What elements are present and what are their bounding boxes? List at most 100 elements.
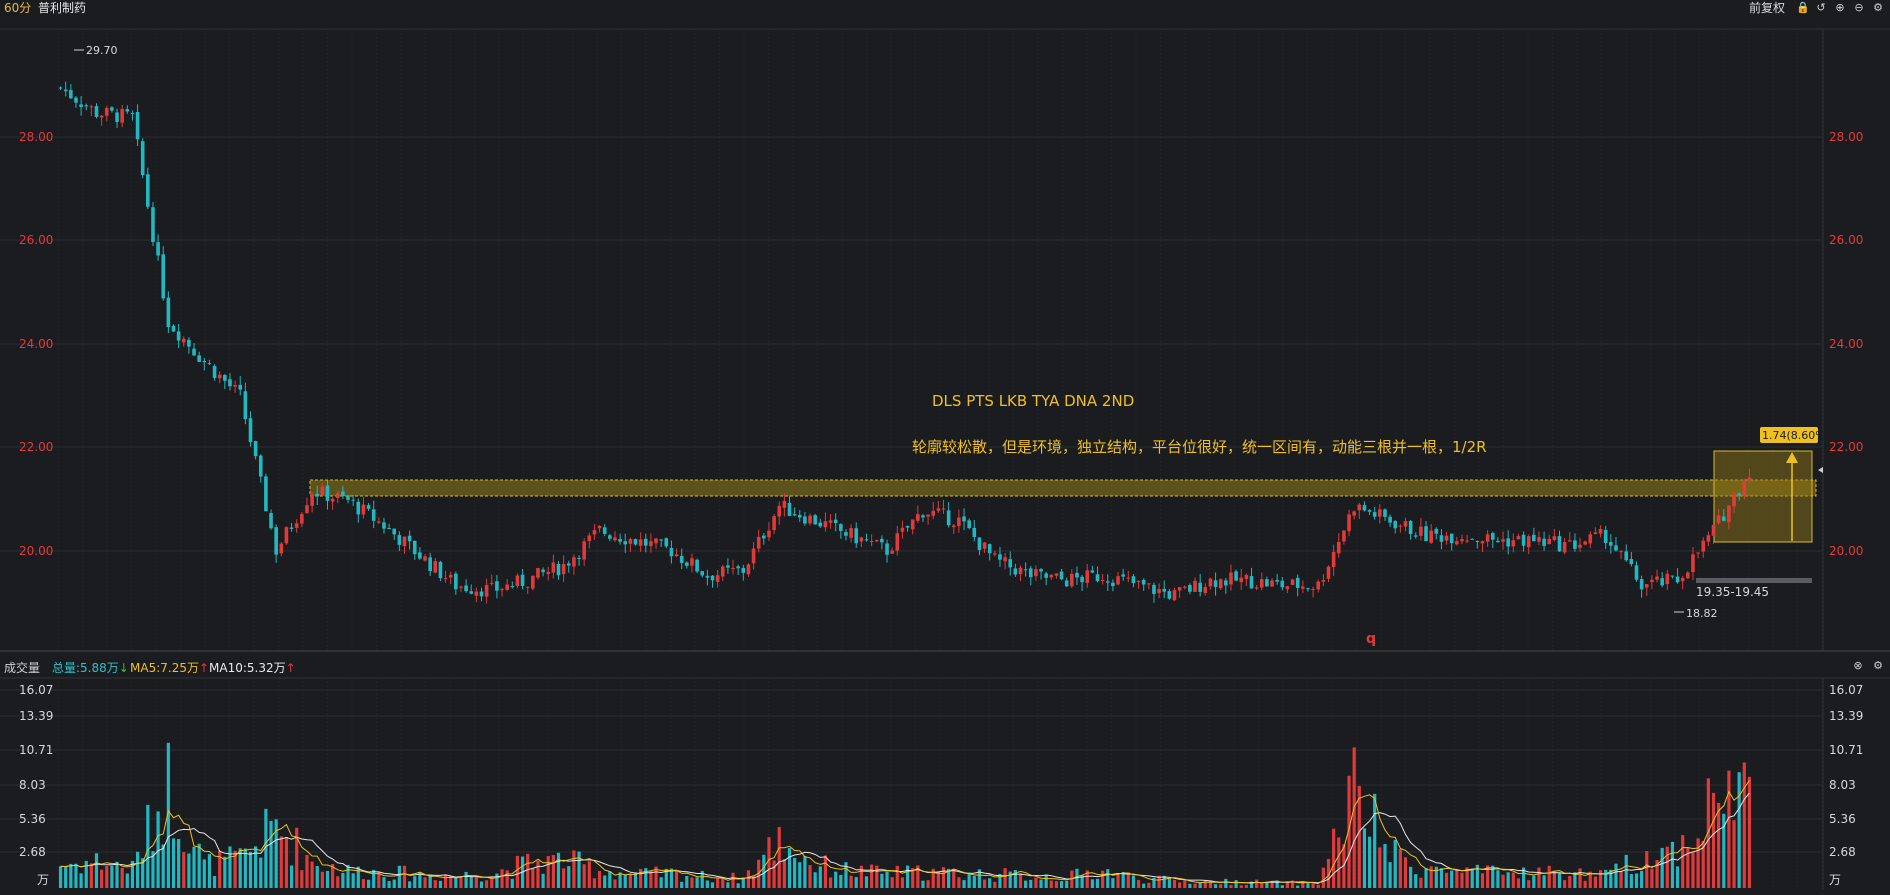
candle-body bbox=[181, 338, 186, 343]
volume-bar bbox=[613, 879, 617, 888]
candle-body bbox=[377, 521, 381, 523]
volume-bar bbox=[454, 876, 458, 888]
gear-icon[interactable]: ⚙ bbox=[1873, 659, 1883, 672]
candle-body bbox=[1552, 536, 1557, 540]
candle-body bbox=[79, 104, 83, 108]
price-tick-left: 20.00 bbox=[19, 544, 53, 558]
candle-body bbox=[1100, 580, 1105, 582]
range-label: 19.35-19.45 bbox=[1696, 585, 1769, 599]
candle-body bbox=[217, 374, 222, 379]
target-zone[interactable] bbox=[1713, 450, 1813, 543]
candle-body bbox=[613, 537, 617, 541]
volume-bar bbox=[223, 856, 227, 888]
volume-bar bbox=[346, 864, 350, 888]
volume-tick-left: 16.07 bbox=[19, 683, 53, 697]
candle-body bbox=[1177, 587, 1182, 591]
volume-bar bbox=[1675, 866, 1680, 888]
volume-bar bbox=[793, 857, 797, 888]
candle-body bbox=[1378, 509, 1382, 517]
candle-body bbox=[561, 564, 566, 575]
volume-bar bbox=[803, 856, 807, 888]
candle-body bbox=[207, 363, 212, 365]
zoom-in-icon[interactable]: ⊕ bbox=[1835, 1, 1845, 14]
candle-body bbox=[946, 510, 951, 526]
candle-body bbox=[1578, 544, 1582, 548]
volume-bar bbox=[1373, 793, 1377, 888]
candle-body bbox=[248, 418, 253, 443]
close-icon[interactable]: ⊗ bbox=[1853, 659, 1863, 672]
volume-bar bbox=[1439, 868, 1444, 888]
candle-body bbox=[1470, 538, 1475, 540]
volume-bar bbox=[1039, 879, 1043, 888]
candle-body bbox=[192, 348, 196, 356]
candle-body bbox=[135, 112, 140, 140]
volume-bar bbox=[870, 864, 874, 888]
period-selector[interactable]: 60分 bbox=[4, 1, 32, 15]
candle-body bbox=[212, 365, 217, 378]
candle-body bbox=[187, 339, 191, 347]
volume-tick-right: 5.36 bbox=[1829, 812, 1856, 826]
volume-bar bbox=[207, 854, 212, 888]
volume-bar bbox=[813, 872, 817, 888]
candle-body bbox=[772, 516, 776, 531]
candle-body bbox=[531, 575, 535, 589]
zoom-out-icon[interactable]: ⊖ bbox=[1854, 1, 1864, 14]
volume-bar bbox=[1383, 844, 1387, 888]
volume-bar bbox=[1013, 870, 1017, 888]
volume-bar bbox=[1332, 828, 1336, 888]
volume-bar bbox=[218, 850, 222, 888]
volume-bar bbox=[151, 851, 155, 888]
volume-bar bbox=[1511, 872, 1515, 888]
candle-body bbox=[1290, 579, 1295, 585]
candle-body bbox=[1511, 540, 1516, 547]
candle-body bbox=[1357, 504, 1362, 511]
candle-body bbox=[720, 566, 725, 577]
volume-bar bbox=[1352, 747, 1356, 888]
candle-body bbox=[833, 519, 838, 524]
price-tick-left: 22.00 bbox=[19, 440, 53, 454]
volume-bar bbox=[546, 856, 550, 888]
gear-icon[interactable]: ⚙ bbox=[1873, 1, 1883, 14]
undo-icon[interactable]: ↺ bbox=[1816, 1, 1826, 14]
volume-bar bbox=[274, 819, 278, 888]
volume-bar bbox=[1470, 868, 1474, 888]
volume-bar bbox=[366, 879, 371, 888]
volume-bar bbox=[1681, 835, 1685, 888]
resistance-zone[interactable] bbox=[309, 479, 1817, 497]
volume-bar bbox=[1475, 864, 1479, 888]
candle-body bbox=[993, 553, 997, 555]
volume-bar bbox=[731, 872, 735, 888]
candle-body bbox=[1203, 587, 1208, 593]
candle-body bbox=[500, 589, 504, 591]
candle-body bbox=[797, 514, 802, 518]
volume-bar bbox=[1722, 813, 1726, 888]
volume-bar bbox=[787, 848, 792, 888]
candle-body bbox=[864, 539, 869, 541]
volume-bar bbox=[1280, 885, 1284, 888]
candle-body bbox=[1008, 559, 1013, 568]
candle-body bbox=[1532, 534, 1536, 542]
candle-body bbox=[320, 486, 325, 496]
volume-bar bbox=[387, 881, 391, 888]
candle-body bbox=[176, 331, 181, 341]
volume-bar bbox=[125, 873, 129, 888]
volume-tick-right: 13.39 bbox=[1829, 709, 1863, 723]
volume-bar bbox=[166, 742, 170, 888]
candle-body bbox=[1331, 551, 1336, 568]
volume-bar bbox=[69, 863, 73, 888]
price-adjust-selector[interactable]: 前复权 bbox=[1748, 1, 1785, 15]
candle-body bbox=[1039, 569, 1043, 572]
candle-body bbox=[1306, 588, 1310, 590]
volume-bar bbox=[1563, 880, 1567, 888]
candle-body bbox=[1028, 568, 1033, 578]
volume-bar bbox=[228, 846, 232, 888]
volume-bar bbox=[336, 876, 340, 888]
price-tick-left: 26.00 bbox=[19, 233, 53, 247]
lock-icon[interactable]: 🔒 bbox=[1796, 1, 1810, 14]
volume-bar bbox=[1557, 873, 1562, 888]
volume-bar bbox=[572, 850, 576, 888]
candle-body bbox=[987, 544, 992, 554]
candle-body bbox=[1691, 554, 1695, 573]
volume-bar bbox=[1234, 880, 1238, 888]
